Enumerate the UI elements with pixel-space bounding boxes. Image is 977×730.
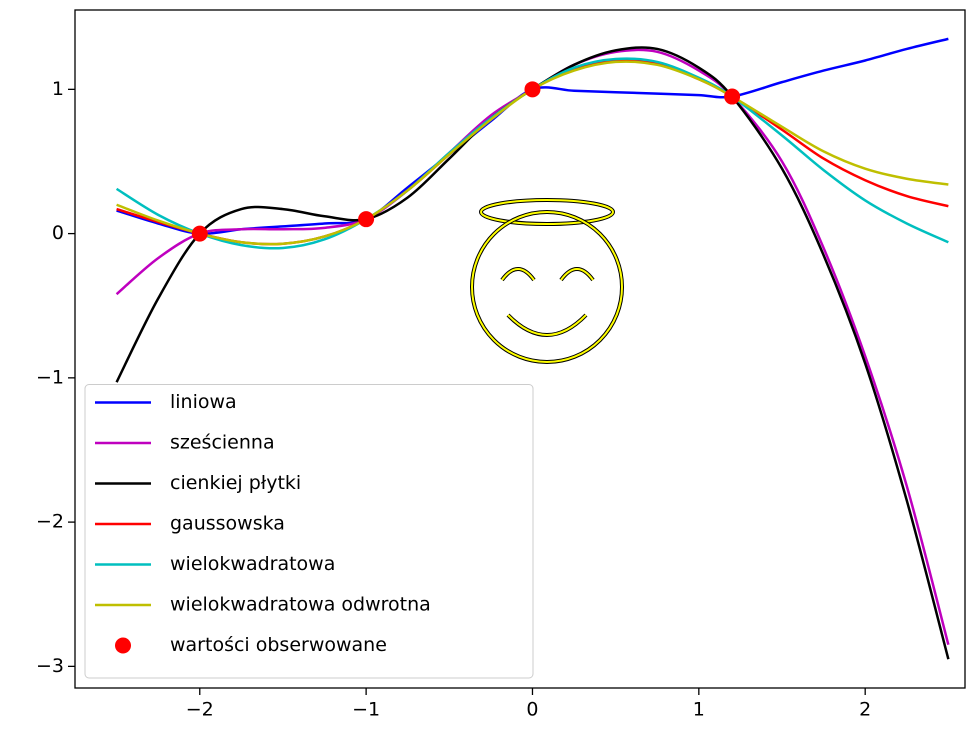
legend-label: wielokwadratowa (170, 553, 335, 575)
x-tick-label: −1 (352, 699, 380, 721)
legend-label: wartości obserwowane (170, 634, 387, 656)
axes-frame (74, 9, 966, 689)
x-tick-label: 0 (526, 699, 538, 721)
legend-box (84, 384, 534, 679)
y-tick-label: −3 (36, 655, 64, 677)
legend-label: sześcienna (170, 432, 275, 454)
series-line (116, 37, 949, 235)
legend-label: liniowa (170, 391, 237, 413)
y-tick-label: 0 (52, 222, 64, 244)
legend-swatch (115, 637, 131, 654)
legend-label: wielokwadratowa odwrotna (170, 594, 431, 616)
halo-inner (480, 199, 614, 225)
x-tick-label: 2 (859, 699, 871, 721)
series-line (115, 46, 950, 660)
x-tick-label: 1 (693, 699, 705, 721)
y-tick-label: −2 (36, 511, 64, 533)
x-tick-label: −2 (186, 699, 214, 721)
features-inner (501, 268, 594, 336)
observed-point (724, 88, 741, 105)
y-tick-label: 1 (52, 78, 64, 100)
observed-point (524, 81, 541, 98)
legend-label: cienkiej płytki (170, 472, 301, 494)
y-tick-label: −1 (36, 366, 64, 388)
observed-point (191, 225, 208, 242)
features (500, 267, 595, 337)
legend-label: gaussowska (170, 513, 285, 535)
smiley (470, 198, 624, 364)
face-inner (471, 211, 623, 363)
observed-point (358, 211, 375, 228)
